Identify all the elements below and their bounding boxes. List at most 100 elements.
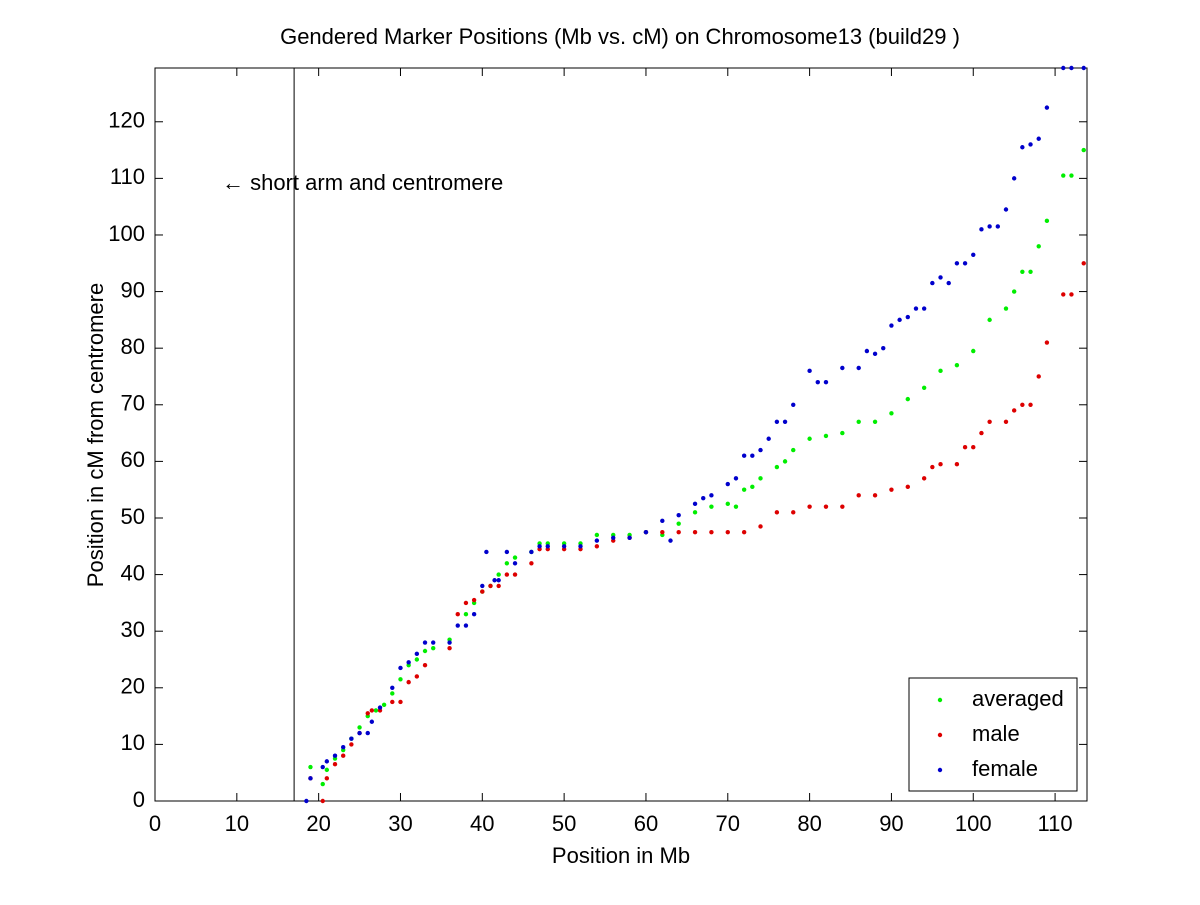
point — [308, 776, 313, 781]
point — [889, 411, 894, 416]
y-tick-label: 40 — [121, 560, 145, 585]
point — [905, 484, 911, 490]
point — [594, 538, 600, 543]
point — [463, 600, 469, 606]
point — [1020, 402, 1025, 407]
point — [537, 544, 542, 549]
point — [791, 447, 796, 453]
point — [1069, 65, 1074, 71]
point — [504, 561, 510, 566]
point — [864, 348, 870, 354]
point — [823, 379, 829, 385]
y-tick-label: 120 — [108, 108, 145, 133]
point — [611, 535, 616, 540]
point — [733, 504, 739, 509]
point — [578, 544, 583, 549]
point — [431, 640, 436, 645]
point — [422, 662, 428, 668]
point — [422, 640, 428, 645]
point — [938, 462, 943, 467]
point — [504, 572, 510, 577]
point — [414, 674, 420, 679]
point — [332, 762, 338, 767]
x-tick-label: 90 — [879, 811, 903, 836]
point — [676, 512, 681, 518]
point — [320, 781, 325, 787]
point — [676, 521, 681, 526]
point — [373, 708, 379, 713]
y-tick-label: 0 — [133, 787, 145, 812]
point — [320, 798, 325, 804]
point — [1028, 142, 1033, 147]
point — [750, 453, 755, 458]
point — [954, 261, 960, 266]
point — [377, 705, 383, 710]
x-tick-label: 40 — [470, 811, 494, 836]
y-tick-label: 20 — [121, 674, 145, 699]
point — [1061, 65, 1066, 71]
point — [390, 691, 395, 696]
legend-label: averaged — [972, 686, 1064, 711]
plot-frame — [154, 67, 1088, 802]
point — [594, 532, 600, 538]
y-axis-label: Position in cM from centromere — [83, 283, 108, 587]
point — [1061, 292, 1066, 297]
point — [1020, 269, 1025, 274]
point — [1036, 244, 1041, 249]
point — [324, 759, 330, 764]
point — [1081, 147, 1086, 153]
point — [725, 481, 730, 487]
point — [455, 612, 460, 617]
point — [725, 501, 730, 507]
y-tick-label: 70 — [121, 391, 145, 416]
point — [1028, 269, 1033, 274]
point — [1044, 340, 1050, 345]
point — [709, 529, 714, 535]
point — [504, 549, 510, 555]
point — [357, 725, 362, 730]
point — [791, 402, 796, 407]
point — [962, 261, 968, 266]
point — [471, 612, 477, 617]
point — [889, 323, 894, 328]
point — [692, 510, 698, 515]
point — [447, 645, 452, 651]
point — [406, 660, 411, 665]
point — [1011, 408, 1017, 413]
point — [398, 677, 403, 682]
point — [1044, 218, 1050, 224]
point — [480, 589, 485, 594]
y-tick-label: 50 — [121, 504, 145, 529]
point — [447, 640, 452, 645]
point — [856, 493, 861, 498]
point — [668, 538, 673, 543]
point — [496, 572, 501, 577]
x-tick-label: 0 — [149, 811, 161, 836]
point — [341, 745, 346, 750]
point — [774, 464, 780, 470]
point — [709, 493, 714, 498]
point — [921, 385, 927, 391]
point — [807, 368, 812, 374]
point — [954, 462, 960, 467]
point — [905, 314, 911, 320]
point — [369, 719, 375, 724]
point — [480, 583, 485, 589]
point — [1081, 261, 1086, 266]
x-tick-label: 110 — [1038, 811, 1073, 836]
point — [872, 419, 878, 424]
point — [308, 764, 313, 770]
point — [381, 702, 387, 707]
point — [1003, 419, 1009, 424]
x-tick-label: 100 — [955, 811, 992, 836]
point — [921, 306, 927, 311]
point — [938, 368, 943, 374]
point — [529, 549, 534, 555]
point — [676, 529, 681, 535]
point — [692, 501, 698, 507]
point — [414, 657, 420, 662]
point — [594, 544, 600, 549]
point — [349, 742, 354, 747]
point — [484, 549, 489, 555]
